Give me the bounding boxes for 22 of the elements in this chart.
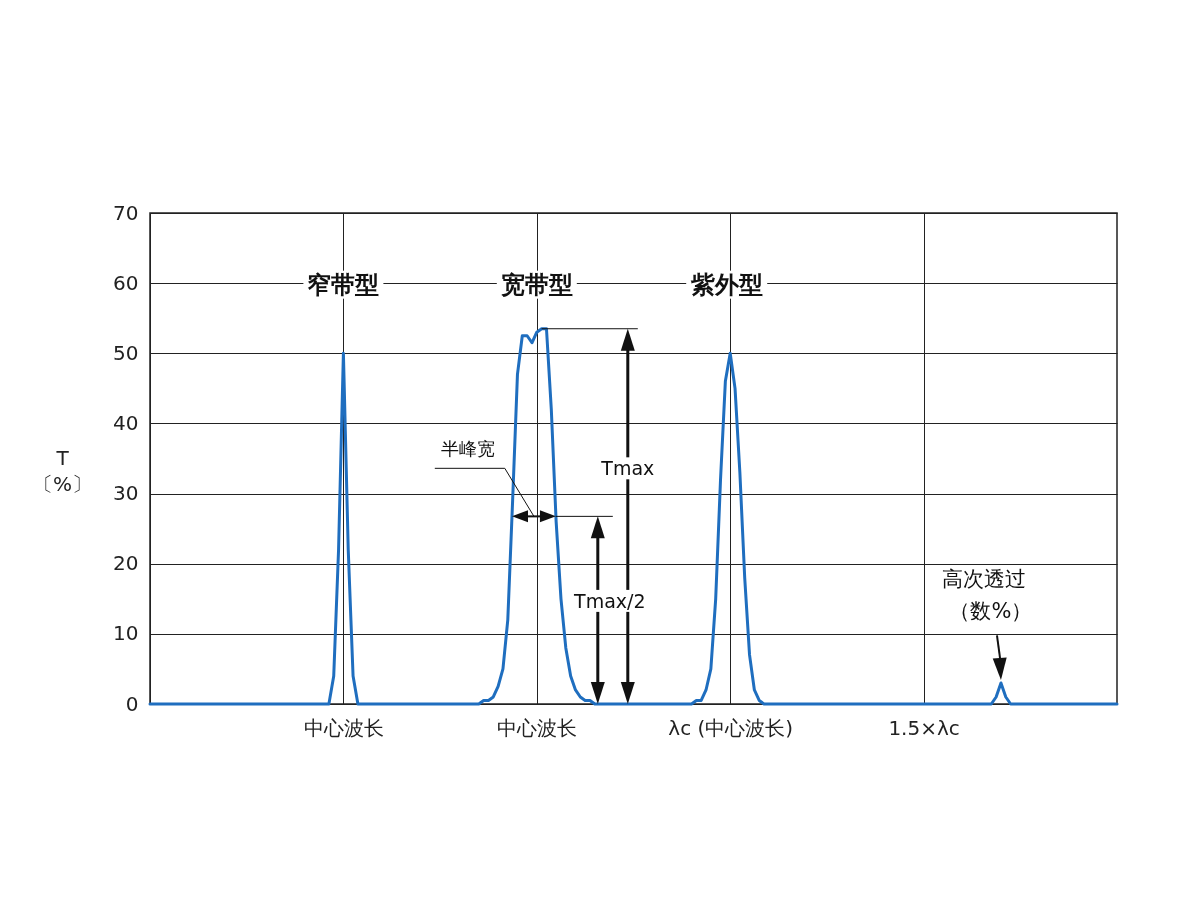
x-tick-label: 中心波长 (303, 715, 384, 740)
y-tick-label: 30 (113, 481, 139, 506)
y-tick-label: 50 (113, 340, 139, 365)
line-series (148, 327, 1119, 706)
x-tick-label: 1.5×λc (888, 715, 960, 740)
annotation: 半峰宽 (440, 438, 495, 460)
y-tick-label: 10 (113, 621, 139, 646)
annotation: 高次透过 (941, 567, 1026, 592)
annotation: 宽带型 (500, 270, 573, 299)
annotation: Tmax (600, 457, 655, 480)
annotation: 窄带型 (307, 270, 380, 299)
x-tick-label: 中心波长 (497, 715, 578, 740)
y-tick-label: 70 (113, 200, 139, 225)
x-tick-label: λc (中心波长) (668, 715, 794, 740)
annotation: Tmax/2 (573, 589, 646, 612)
y-tick-label: 20 (113, 551, 139, 576)
y-tick-label: 40 (113, 410, 139, 435)
y-axis-title: T 〔%〕 (32, 446, 93, 496)
y-tick-label: 60 (113, 270, 139, 295)
annotation: （数%） (949, 599, 1033, 624)
y-tick-label: 0 (125, 691, 139, 716)
annotation: 紫外型 (690, 270, 764, 299)
